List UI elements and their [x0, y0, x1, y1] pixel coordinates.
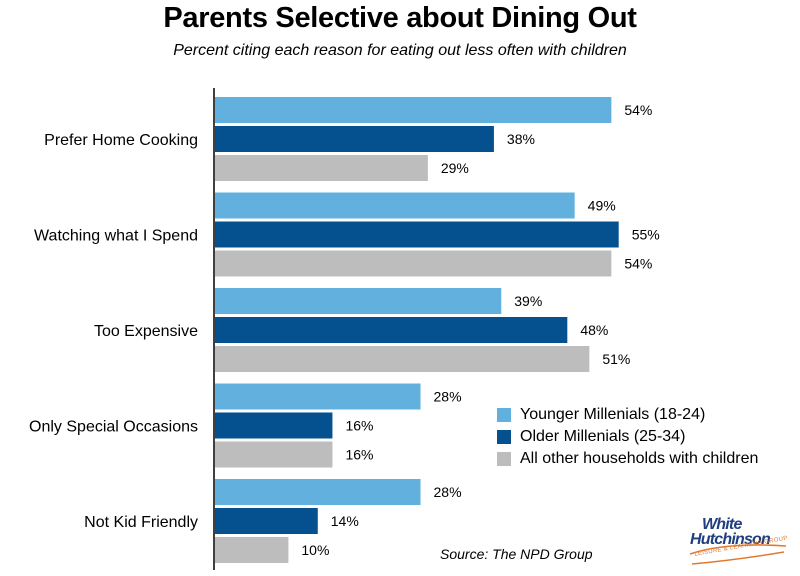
category-label: Prefer Home Cooking — [44, 132, 198, 149]
bar — [215, 126, 494, 152]
bar-value-label: 10% — [301, 542, 329, 558]
bar — [215, 192, 575, 219]
category-label: Too Expensive — [94, 323, 198, 340]
chart-subtitle: Percent citing each reason for eating ou… — [173, 42, 627, 59]
legend-label: Younger Millenials (18-24) — [520, 406, 706, 423]
bar — [215, 221, 619, 248]
bar-value-label: 38% — [507, 131, 535, 147]
bar-value-label: 28% — [434, 389, 462, 405]
legend-item-older-millenials: Older Millenials (25-34) — [497, 426, 758, 448]
bar — [215, 537, 289, 563]
bar-value-label: 16% — [345, 447, 373, 463]
bar-value-label: 48% — [580, 322, 608, 338]
legend-swatch — [497, 430, 511, 444]
chart-legend: Younger Millenials (18-24) Older Milleni… — [497, 404, 758, 470]
bar — [215, 383, 421, 410]
legend-item-younger-millenials: Younger Millenials (18-24) — [497, 404, 758, 426]
bar-value-label: 54% — [624, 102, 652, 118]
bar-value-label: 55% — [632, 227, 660, 243]
bar-value-label: 54% — [624, 256, 652, 272]
legend-item-other-households: All other households with children — [497, 448, 758, 470]
bar-value-label: 39% — [514, 293, 542, 309]
bar-value-label: 29% — [441, 160, 469, 176]
white-hutchinson-logo: White Hutchinson LEISURE & LEARNING GROU… — [686, 516, 790, 572]
legend-label: All other households with children — [520, 450, 759, 467]
chart-title: Parents Selective about Dining Out — [163, 2, 637, 34]
bar-value-label: 51% — [602, 351, 630, 367]
bar — [215, 288, 502, 314]
logo-line-1: White — [702, 516, 742, 533]
bar — [215, 479, 421, 505]
legend-swatch — [497, 452, 511, 466]
category-label: Watching what I Spend — [34, 228, 198, 245]
legend-swatch — [497, 408, 511, 422]
bar-value-label: 28% — [434, 484, 462, 500]
category-label: Only Special Occasions — [29, 419, 198, 436]
bar — [215, 250, 612, 277]
bar — [215, 155, 428, 181]
logo-line-2: Hutchinson — [690, 531, 771, 548]
bar — [215, 508, 318, 534]
bar — [215, 346, 590, 372]
bar — [215, 97, 612, 123]
bar — [215, 317, 568, 343]
bar — [215, 441, 333, 468]
bar-value-label: 16% — [345, 418, 373, 434]
bar-value-label: 14% — [331, 513, 359, 529]
bar-value-label: 49% — [588, 198, 616, 214]
logo-swoosh-icon — [689, 544, 787, 565]
source-note: Source: The NPD Group — [440, 546, 593, 562]
category-label: Not Kid Friendly — [84, 514, 198, 531]
legend-label: Older Millenials (25-34) — [520, 428, 686, 445]
bar — [215, 412, 333, 439]
